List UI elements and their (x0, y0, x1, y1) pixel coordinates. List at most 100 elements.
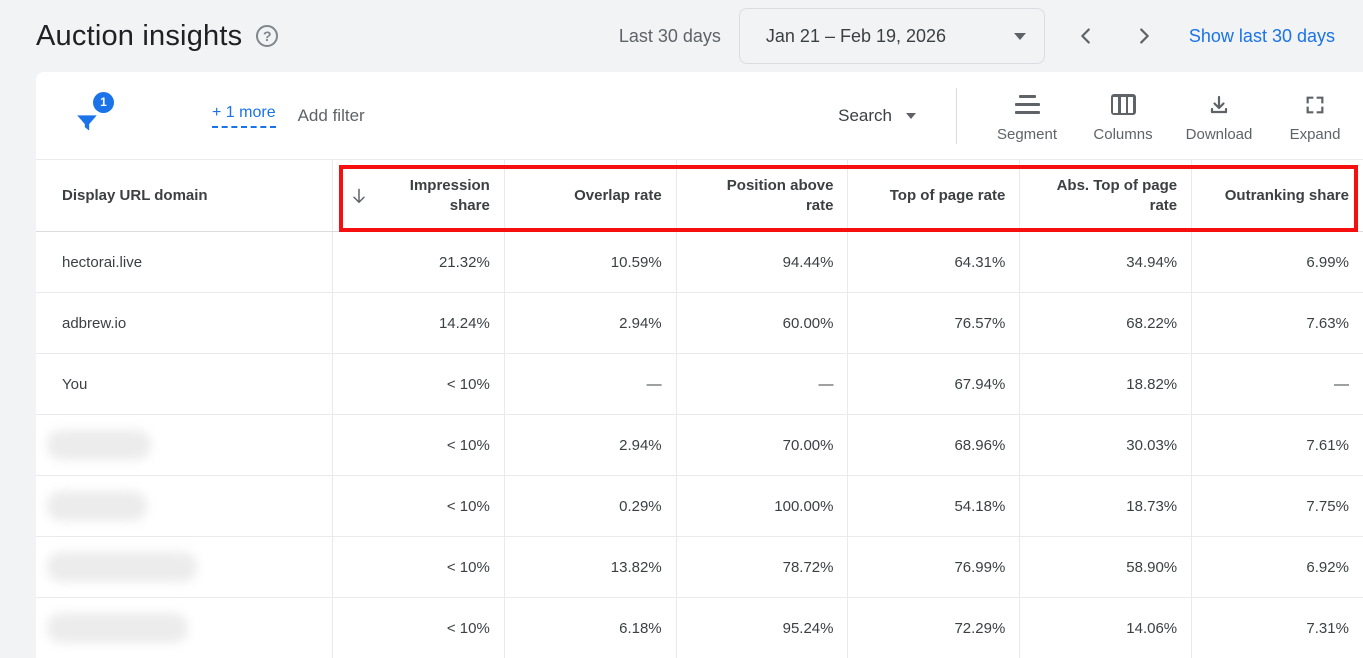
columns-label: Columns (1093, 125, 1153, 143)
table-row: You < 10% — —67.94% 18.82% — (36, 354, 1363, 415)
value-cell: 100.00% (677, 476, 849, 536)
value-cell: 14.24% (333, 293, 505, 353)
value-cell: 30.03% (1020, 415, 1193, 475)
value-cell: 76.99% (848, 537, 1021, 597)
value-cell: — (677, 354, 849, 414)
segment-label: Segment (996, 125, 1058, 143)
column-header-abs-top-of-page-rate[interactable]: Abs. Top of page rate (1020, 160, 1193, 231)
sort-descending-icon (349, 186, 369, 206)
show-last-30-days-link[interactable]: Show last 30 days (1188, 25, 1335, 46)
page-header: Auction insights ? Last 30 days Jan 21 –… (0, 0, 1363, 72)
value-cell: 2.94% (505, 293, 677, 353)
chevron-left-icon (1081, 28, 1090, 44)
value-cell: 2.94% (505, 415, 677, 475)
redacted-domain (47, 613, 188, 643)
more-filters-link[interactable]: + 1 more (212, 104, 276, 128)
page-title: Auction insights (36, 19, 243, 52)
value-cell: 6.92% (1306, 558, 1349, 576)
value-cell: 6.99% (1306, 253, 1349, 271)
domain-cell (36, 598, 333, 658)
chevron-down-icon (1013, 32, 1026, 40)
expand-button[interactable]: Expand (1267, 89, 1363, 143)
value-cell: 95.24% (677, 598, 849, 658)
date-range-label: Last 30 days (618, 25, 721, 46)
domain-cell (36, 415, 333, 475)
value-cell: 34.94% (1020, 232, 1193, 292)
column-header-outranking-share[interactable]: Outranking share (1224, 186, 1349, 204)
value-cell: 60.00% (677, 293, 849, 353)
value-cell: < 10% (333, 476, 505, 536)
help-icon[interactable]: ? (256, 25, 279, 47)
toolbar-divider (956, 87, 957, 144)
value-cell: 13.82% (505, 537, 677, 597)
redacted-domain (47, 491, 147, 521)
redacted-domain (47, 430, 151, 460)
segment-button[interactable]: Segment (979, 89, 1075, 143)
value-cell: < 10% (333, 598, 505, 658)
columns-button[interactable]: Columns (1075, 89, 1171, 143)
value-cell: 7.31% (1306, 619, 1349, 637)
column-header-position-above-rate[interactable]: Position above rate (677, 160, 849, 231)
download-icon (1207, 93, 1231, 117)
value-cell: 7.63% (1306, 314, 1349, 332)
domain-cell: hectorai.live (36, 232, 333, 292)
search-dropdown[interactable]: Search (838, 106, 916, 126)
download-button[interactable]: Download (1171, 89, 1267, 143)
redacted-domain (47, 552, 197, 582)
value-cell: 76.57% (848, 293, 1021, 353)
value-cell: 58.90% (1020, 537, 1193, 597)
chevron-right-icon (1140, 28, 1149, 44)
value-cell: 68.22% (1020, 293, 1193, 353)
date-range-selector[interactable]: Jan 21 – Feb 19, 2026 (738, 8, 1045, 64)
table-header-row: Display URL domain Impression share Overl… (36, 160, 1363, 232)
segment-icon (1014, 93, 1040, 117)
column-header-overlap-rate[interactable]: Overlap rate (505, 160, 677, 231)
value-cell: 94.44% (677, 232, 849, 292)
columns-icon (1110, 93, 1136, 117)
value-cell: 7.61% (1306, 436, 1349, 454)
auction-insights-table: Display URL domain Impression share Overl… (36, 160, 1363, 658)
value-cell: 10.59% (505, 232, 677, 292)
filter-button[interactable]: 1 (74, 91, 114, 136)
table-toolbar: 1 + 1 more Add filter Search Segment Col… (36, 72, 1363, 160)
value-cell: 70.00% (677, 415, 849, 475)
table-row: < 10% 13.82% 78.72% 76.99% 58.90% 6.92% (36, 537, 1363, 598)
value-cell: 78.72% (677, 537, 849, 597)
column-header-top-of-page-rate[interactable]: Top of page rate (848, 160, 1021, 231)
domain-cell: You (36, 354, 333, 414)
table-row: < 10% 2.94% 70.00% 68.96% 30.03% 7.61% (36, 415, 1363, 476)
expand-icon (1304, 93, 1326, 117)
value-cell: — (505, 354, 677, 414)
value-cell: < 10% (333, 354, 505, 414)
value-cell: 21.32% (333, 232, 505, 292)
next-period-button[interactable] (1127, 19, 1161, 53)
value-cell: < 10% (333, 415, 505, 475)
domain-cell (36, 537, 333, 597)
table-body: hectorai.live 21.32% 10.59% 94.44% 64.31% 34.… (36, 232, 1363, 658)
add-filter-button[interactable]: Add filter (297, 105, 365, 125)
value-cell: 0.29% (505, 476, 677, 536)
value-cell: < 10% (333, 537, 505, 597)
previous-period-button[interactable] (1069, 19, 1103, 53)
value-cell: 18.82% (1020, 354, 1193, 414)
value-cell: 6.18% (505, 598, 677, 658)
expand-label: Expand (1289, 125, 1341, 143)
chevron-down-icon (906, 112, 916, 119)
column-header-impression-share[interactable]: Impression share (333, 160, 505, 231)
table-row: adbrew.io 14.24% 2.94% 60.00% 76.57% 68.22% 7.… (36, 293, 1363, 354)
value-cell: 68.96% (848, 415, 1021, 475)
value-cell: 7.75% (1306, 497, 1349, 515)
value-cell: 54.18% (848, 476, 1021, 536)
filter-funnel-icon (77, 114, 97, 131)
domain-cell (36, 476, 333, 536)
value-cell: 67.94% (848, 354, 1021, 414)
table-row: < 10% 0.29% 100.00% 54.18% 18.73% 7.75% (36, 476, 1363, 537)
download-label: Download (1185, 125, 1253, 143)
value-cell: 64.31% (848, 232, 1021, 292)
column-header-display-url-domain[interactable]: Display URL domain (36, 160, 333, 231)
value-cell: 14.06% (1020, 598, 1193, 658)
value-cell: — (1333, 375, 1349, 393)
filter-count-badge: 1 (93, 91, 114, 113)
value-cell: 18.73% (1020, 476, 1193, 536)
